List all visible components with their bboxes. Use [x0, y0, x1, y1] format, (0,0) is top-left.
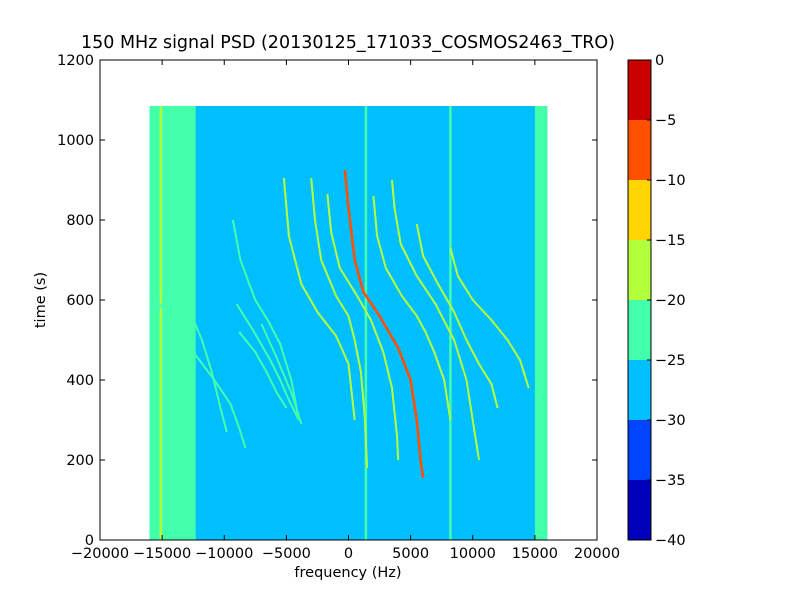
x-tick-label: −20000	[71, 546, 129, 562]
x-tick-label: −5000	[262, 546, 311, 562]
colorbar-tick-label: 0	[655, 53, 664, 69]
doppler-trace	[310, 177, 369, 469]
x-tick-label: 0	[344, 546, 353, 562]
doppler-trace	[449, 247, 530, 389]
doppler-trace	[176, 327, 247, 449]
x-tick-label: −15000	[133, 546, 191, 562]
plot-area	[149, 106, 548, 540]
colorbar-swatch	[628, 480, 651, 540]
colorbar: 0 −5 −10 −15 −20 −25 −30 −35 −40	[627, 53, 686, 549]
colorbar-swatch	[628, 360, 651, 420]
y-tick-label: 800	[66, 213, 94, 229]
y-tick-label: 1000	[57, 133, 94, 149]
x-tick-label: 5000	[392, 546, 429, 562]
y-tick-label: 600	[66, 293, 94, 309]
x-tick-label: 15000	[512, 546, 558, 562]
doppler-trace	[326, 193, 400, 461]
colorbar-swatch	[628, 60, 651, 120]
colorbar-swatch	[628, 180, 651, 240]
doppler-trace	[343, 169, 425, 479]
y-tick-label: 1200	[57, 53, 94, 69]
chart-title: 150 MHz signal PSD (20130125_171033_COSM…	[81, 33, 615, 53]
y-tick-label: 0	[85, 533, 94, 549]
y-tick-label: 200	[66, 453, 94, 469]
colorbar-swatch	[628, 300, 651, 360]
y-tick-label: 400	[66, 373, 94, 389]
doppler-trace	[391, 179, 480, 461]
colorbar-tick-label: −15	[655, 233, 686, 249]
colorbar-swatch	[628, 420, 651, 480]
doppler-trace	[190, 315, 228, 433]
x-tick-label: −10000	[195, 546, 253, 562]
colorbar-tick-label: −5	[655, 113, 676, 129]
colorbar-tick-label: −10	[655, 173, 686, 189]
colorbar-tick-label: −40	[655, 533, 686, 549]
doppler-trace	[152, 293, 170, 317]
x-tick-label: 10000	[450, 546, 496, 562]
x-tick-label: 20000	[574, 546, 620, 562]
colorbar-tick-label: −20	[655, 293, 686, 309]
doppler-trace	[260, 323, 303, 425]
axes: −20000 −15000 −10000 −5000 0 5000 10000 15000 20…	[57, 53, 620, 562]
doppler-trace	[235, 303, 300, 421]
doppler-trace	[415, 223, 499, 409]
doppler-trace	[372, 195, 452, 421]
doppler-trace	[238, 331, 288, 409]
colorbar-swatch	[628, 120, 651, 180]
colorbar-tick-label: −25	[655, 353, 686, 369]
doppler-trace	[282, 177, 356, 421]
edge-band	[149, 106, 196, 540]
heatmap-background	[149, 106, 548, 540]
colorbar-swatch	[628, 240, 651, 300]
colorbar-tick-label: −30	[655, 413, 686, 429]
x-axis-label: frequency (Hz)	[294, 565, 401, 581]
edge-band	[534, 106, 548, 540]
colorbar-tick-label: −35	[655, 473, 686, 489]
y-axis-label: time (s)	[33, 272, 49, 328]
doppler-trace	[231, 219, 300, 421]
